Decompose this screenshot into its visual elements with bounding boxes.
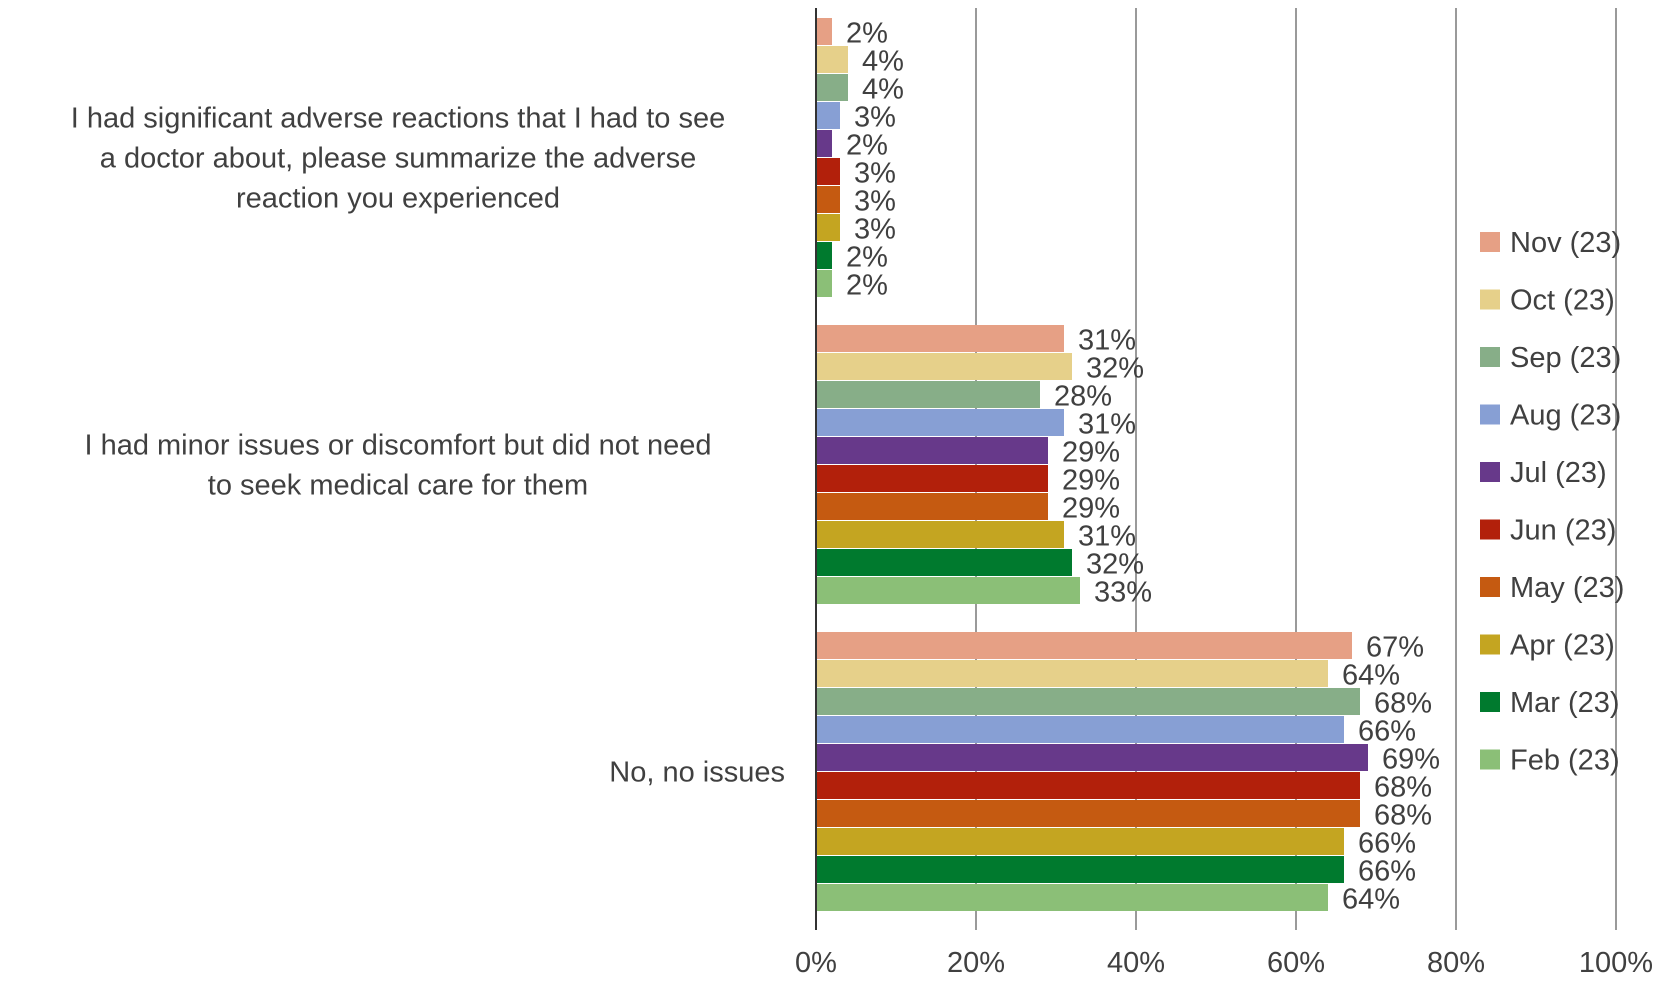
x-axis-ticks: 0% 20% 40% 60% 80% 100% — [795, 947, 1653, 979]
data-label-3-6: 68% — [1374, 772, 1432, 804]
data-label-2-2: 32% — [1086, 353, 1144, 385]
legend-label-10: Feb (23) — [1510, 745, 1620, 777]
bar-3-10 — [816, 884, 1328, 911]
data-label-3-8: 66% — [1358, 828, 1416, 860]
bar-1-4 — [816, 102, 840, 129]
data-label-1-2: 4% — [862, 46, 904, 78]
bar-2-3 — [816, 381, 1040, 408]
data-label-1-1: 2% — [846, 18, 888, 50]
legend-label-7: May (23) — [1510, 572, 1624, 604]
bar-1-8 — [816, 214, 840, 241]
bar-3-4 — [816, 716, 1344, 743]
bar-3-7 — [816, 800, 1360, 827]
data-label-1-4: 3% — [854, 102, 896, 134]
legend-swatch-5 — [1480, 462, 1500, 482]
bar-2-4 — [816, 409, 1064, 436]
legend-swatch-7 — [1480, 577, 1500, 597]
data-label-1-9: 2% — [846, 242, 888, 274]
bar-1-3 — [816, 74, 848, 101]
bar-1-2 — [816, 46, 848, 73]
bar-2-9 — [816, 549, 1072, 576]
legend: Nov (23) Oct (23) Sep (23) Aug (23) Jul (23)… — [1480, 227, 1624, 777]
bar-3-3 — [816, 688, 1360, 715]
x-tick-label-100: 100% — [1579, 947, 1653, 979]
data-label-1-8: 3% — [854, 214, 896, 246]
bar-1-7 — [816, 186, 840, 213]
legend-swatch-8 — [1480, 634, 1500, 655]
data-label-1-5: 2% — [846, 130, 888, 162]
legend-label-3: Sep (23) — [1510, 342, 1621, 374]
data-labels: 2%4%4%3%2%3%3%3%2%2%31%32%28%31%29%29%29… — [846, 18, 1440, 916]
legend-swatch-1 — [1480, 232, 1500, 252]
data-label-2-4: 31% — [1078, 409, 1136, 441]
bar-3-8 — [816, 828, 1344, 855]
bar-2-5 — [816, 437, 1048, 464]
bar-2-7 — [816, 493, 1048, 520]
bar-3-1 — [816, 632, 1352, 659]
legend-label-8: Apr (23) — [1510, 630, 1615, 662]
data-label-3-5: 69% — [1382, 744, 1440, 776]
data-label-2-1: 31% — [1078, 325, 1136, 357]
x-tick-label-80: 80% — [1427, 947, 1485, 979]
category-label-1-line-1: I had significant adverse reactions that… — [71, 103, 726, 135]
legend-label-5: Jul (23) — [1510, 457, 1607, 489]
data-label-2-5: 29% — [1062, 437, 1120, 469]
legend-swatch-4 — [1480, 404, 1500, 425]
data-label-2-9: 32% — [1086, 549, 1144, 581]
bar-1-1 — [816, 18, 832, 45]
data-label-2-6: 29% — [1062, 465, 1120, 497]
bar-1-10 — [816, 270, 832, 297]
category-labels: I had significant adverse reactions that… — [71, 103, 785, 789]
category-label-2-line-1: I had minor issues or discomfort but did… — [84, 430, 711, 462]
bar-1-9 — [816, 242, 832, 269]
bar-2-10 — [816, 577, 1080, 604]
category-label-1-line-2: a doctor about, please summarize the adv… — [100, 143, 696, 175]
legend-label-4: Aug (23) — [1510, 400, 1621, 432]
data-label-3-3: 68% — [1374, 688, 1432, 720]
legend-label-2: Oct (23) — [1510, 285, 1615, 317]
legend-swatch-2 — [1480, 289, 1500, 310]
legend-label-9: Mar (23) — [1510, 687, 1620, 719]
bar-3-2 — [816, 660, 1328, 687]
data-label-2-3: 28% — [1054, 381, 1112, 413]
bar-3-5 — [816, 744, 1368, 771]
category-label-3-line-1: No, no issues — [609, 757, 785, 789]
x-tick-label-20: 20% — [947, 947, 1005, 979]
legend-label-6: Jun (23) — [1510, 515, 1616, 547]
category-label-2-line-2: to seek medical care for them — [208, 470, 588, 502]
bars — [816, 18, 1368, 911]
data-label-1-7: 3% — [854, 186, 896, 218]
data-label-3-2: 64% — [1342, 660, 1400, 692]
data-label-1-3: 4% — [862, 74, 904, 106]
data-label-2-10: 33% — [1094, 577, 1152, 609]
data-label-3-1: 67% — [1366, 632, 1424, 664]
legend-swatch-10 — [1480, 749, 1500, 770]
x-tick-label-60: 60% — [1267, 947, 1325, 979]
data-label-2-7: 29% — [1062, 493, 1120, 525]
data-label-2-8: 31% — [1078, 521, 1136, 553]
data-label-3-4: 66% — [1358, 716, 1416, 748]
bar-3-6 — [816, 772, 1360, 799]
legend-swatch-9 — [1480, 692, 1500, 712]
data-label-3-9: 66% — [1358, 856, 1416, 888]
bar-1-6 — [816, 158, 840, 185]
bar-1-5 — [816, 130, 832, 157]
bar-2-6 — [816, 465, 1048, 492]
data-label-3-7: 68% — [1374, 800, 1432, 832]
legend-swatch-3 — [1480, 347, 1500, 367]
data-label-3-10: 64% — [1342, 884, 1400, 916]
legend-swatch-6 — [1480, 519, 1500, 540]
bar-2-8 — [816, 521, 1064, 548]
data-label-1-6: 3% — [854, 158, 896, 190]
bar-2-2 — [816, 353, 1072, 380]
legend-label-1: Nov (23) — [1510, 227, 1621, 259]
x-tick-label-0: 0% — [795, 947, 837, 979]
category-label-1-line-3: reaction you experienced — [236, 183, 560, 215]
bar-2-1 — [816, 325, 1064, 352]
data-label-1-10: 2% — [846, 270, 888, 302]
x-tick-label-40: 40% — [1107, 947, 1165, 979]
bar-3-9 — [816, 856, 1344, 883]
